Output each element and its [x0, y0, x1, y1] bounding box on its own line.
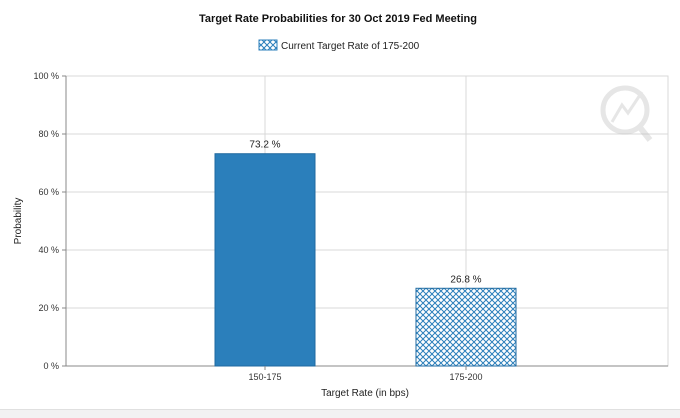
gridlines — [65, 75, 669, 367]
legend[interactable]: Current Target Rate of 175-200 — [258, 39, 420, 52]
y-axis-label: Probability — [13, 198, 24, 245]
x-axis-label: Target Rate (in bps) — [321, 388, 409, 399]
x-tick-label: 150-175 — [248, 372, 281, 382]
y-tick-label: 100 % — [33, 71, 59, 81]
bar-value-label: 26.8 % — [450, 274, 481, 285]
y-axis-ticks: 0 % 20 % 40 % 60 % 80 % 100 % — [33, 71, 66, 371]
y-tick-label: 60 % — [38, 187, 59, 197]
legend-label: Current Target Rate of 175-200 — [281, 41, 420, 52]
plot-area — [65, 75, 669, 367]
legend-swatch — [258, 39, 278, 51]
y-tick-label: 20 % — [38, 303, 59, 313]
bottom-strip — [0, 409, 680, 418]
watermark-logo — [600, 85, 653, 142]
bar-175-200 — [415, 287, 517, 367]
chart-title: Target Rate Probabilities for 30 Oct 201… — [199, 13, 477, 25]
x-axis-ticks: 150-175 175-200 — [248, 366, 483, 382]
y-tick-label: 80 % — [38, 129, 59, 139]
bar-value-label: 73.2 % — [249, 140, 280, 151]
y-tick-label: 40 % — [38, 245, 59, 255]
x-tick-label: 175-200 — [449, 372, 482, 382]
y-tick-label: 0 % — [43, 361, 59, 371]
bar-150-175 — [214, 153, 316, 367]
bars: 73.2 % 26.8 % — [214, 140, 517, 367]
